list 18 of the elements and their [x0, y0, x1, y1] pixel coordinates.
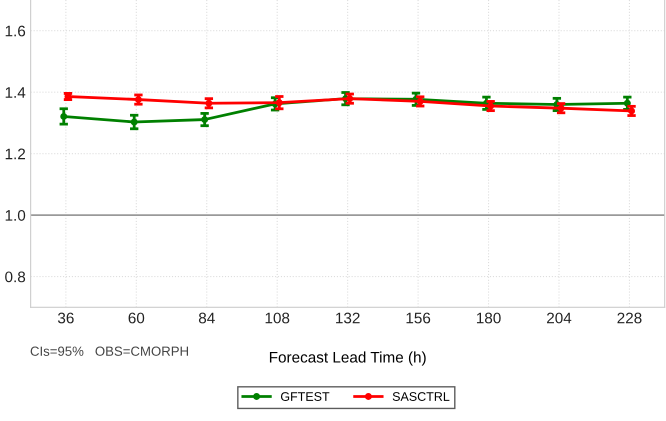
x-tick-label: 156: [406, 312, 430, 324]
legend-label: GFTEST: [280, 392, 330, 401]
x-tick-label: 84: [198, 312, 215, 324]
x-tick-label: 108: [266, 312, 290, 324]
y-tick-label: 0.8: [5, 271, 26, 282]
y-tick-label: 1.2: [6, 148, 26, 160]
x-tick-label: 60: [128, 312, 144, 324]
x-tick-label: 180: [476, 312, 501, 324]
x-tick-label: 204: [547, 312, 572, 324]
x-tick-label: 36: [58, 312, 74, 324]
x-tick-label: 228: [617, 312, 642, 324]
legend-label: SASCTRL: [392, 392, 450, 401]
y-tick-label: 1.6: [6, 26, 26, 36]
x-tick-label: 132: [336, 312, 360, 324]
y-tick-label: 1.0: [6, 210, 26, 221]
x-axis-title: Forecast Lead Time (h): [270, 351, 426, 366]
text: CIs=95% OBS=CMORPH: [30, 346, 188, 356]
y-tick-label: 1.4: [6, 87, 26, 98]
